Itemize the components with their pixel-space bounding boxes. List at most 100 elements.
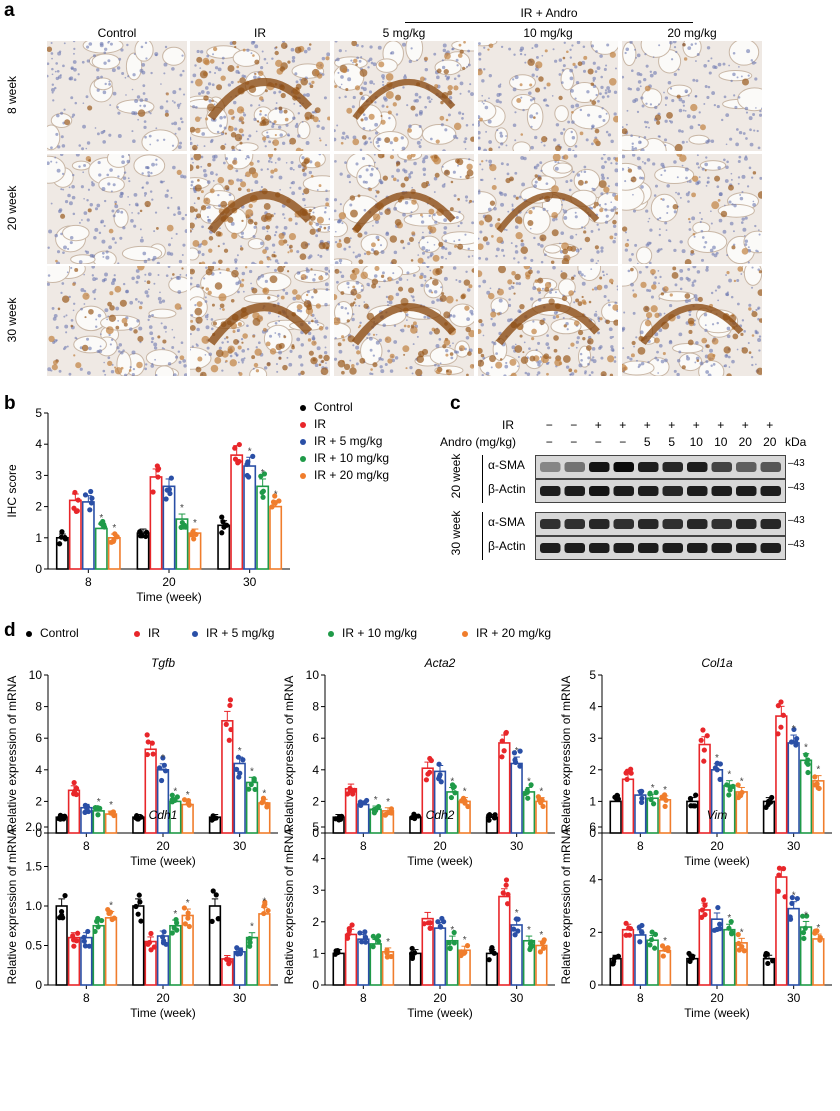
significance-marker: * (539, 930, 543, 941)
data-point (652, 945, 658, 951)
data-point (333, 816, 339, 822)
bar (621, 778, 635, 834)
significance-marker: * (792, 724, 796, 735)
bar (433, 927, 447, 986)
bar (332, 952, 345, 986)
y-tick-label: 4 (589, 700, 596, 714)
data-point (150, 489, 156, 495)
data-point (639, 788, 645, 794)
x-axis-label: Time (week) (407, 1006, 473, 1020)
significance-marker: * (109, 901, 113, 912)
data-point (699, 907, 705, 913)
data-point (150, 751, 156, 757)
lane-ir-value: + (643, 418, 651, 432)
data-point (259, 800, 265, 806)
column-label: 5 mg/kg (382, 26, 426, 40)
y-tick-label: 0 (35, 978, 42, 992)
data-point (228, 726, 234, 733)
data-point (522, 790, 528, 797)
legend-entry: IR + 20 mg/kg (300, 468, 389, 482)
x-tick-label: 8 (360, 839, 367, 853)
significance-marker: * (527, 925, 531, 936)
bar (94, 527, 108, 570)
data-point (82, 802, 88, 808)
data-point (73, 791, 79, 798)
data-point (525, 795, 531, 801)
legend-dot (328, 630, 334, 637)
data-point (789, 894, 795, 901)
y-tick-label: 6 (589, 820, 596, 834)
data-point (717, 761, 723, 767)
x-tick-label: 8 (83, 839, 90, 853)
bar (812, 938, 825, 986)
data-point (384, 947, 390, 953)
micrograph-image (190, 154, 330, 264)
data-point (145, 739, 151, 745)
data-point (789, 900, 795, 907)
data-point (138, 918, 144, 924)
data-point (169, 930, 175, 936)
data-point (623, 920, 629, 926)
legend-label: IR (314, 417, 326, 431)
data-point (814, 781, 820, 787)
significance-marker: * (539, 787, 543, 798)
data-point (232, 445, 238, 451)
data-point (235, 754, 242, 760)
data-point (812, 774, 818, 780)
y-tick-label: 2 (589, 763, 596, 777)
data-point (727, 787, 733, 793)
micrograph-image (190, 266, 330, 376)
data-point (148, 930, 154, 937)
data-point (250, 453, 256, 459)
data-point (169, 797, 175, 803)
lane-andro-value: 10 (689, 435, 703, 449)
panel-letter-a: a (4, 0, 15, 21)
significance-marker: * (816, 765, 820, 776)
data-point (82, 809, 88, 815)
data-point (272, 500, 278, 506)
significance-marker: * (386, 797, 390, 808)
blot-week-bracket (482, 455, 483, 503)
western-blot: IR Andro (mg/kg) − − − − + − + − +5 +5 +10 +10 +20 +20 k… (440, 395, 840, 620)
band-kda: –43 (788, 515, 805, 526)
significance-marker: * (99, 513, 103, 524)
ihc-score-chart: 0 1 2 3 4 5 IHC score Time (week) 8 * * 20 * * 30 * * * (0, 395, 300, 620)
data-point (448, 794, 455, 801)
data-point (72, 489, 78, 496)
data-point (486, 817, 492, 823)
bar (698, 909, 711, 986)
significance-marker: * (238, 746, 242, 757)
data-point (427, 755, 433, 762)
bar (181, 803, 194, 834)
lane-ir-value: + (619, 418, 627, 432)
data-point (775, 703, 781, 709)
data-point (261, 471, 268, 477)
data-point (805, 769, 811, 776)
data-point (615, 796, 622, 802)
data-point (166, 486, 172, 493)
data-point (438, 924, 444, 930)
significance-marker: * (186, 898, 190, 909)
significance-marker: * (193, 518, 197, 529)
panel-letter-c: c (450, 393, 461, 414)
blot-band (613, 543, 634, 553)
blot-band (613, 486, 634, 496)
micrograph-image (478, 266, 618, 376)
x-tick-label: 20 (710, 991, 724, 1005)
data-point (775, 888, 781, 894)
data-point (623, 932, 629, 938)
data-point (111, 915, 117, 921)
legend-entry: IR (134, 626, 160, 640)
bar (510, 762, 523, 834)
data-point (763, 804, 769, 811)
significance-marker: * (250, 766, 254, 777)
data-point (700, 727, 706, 733)
data-point (57, 541, 63, 547)
data-point (701, 758, 707, 764)
data-point (439, 915, 445, 922)
data-point (511, 926, 517, 932)
blot-band (736, 543, 757, 553)
data-point (60, 915, 66, 921)
y-tick-label: 10 (29, 668, 43, 682)
data-point (628, 766, 634, 772)
